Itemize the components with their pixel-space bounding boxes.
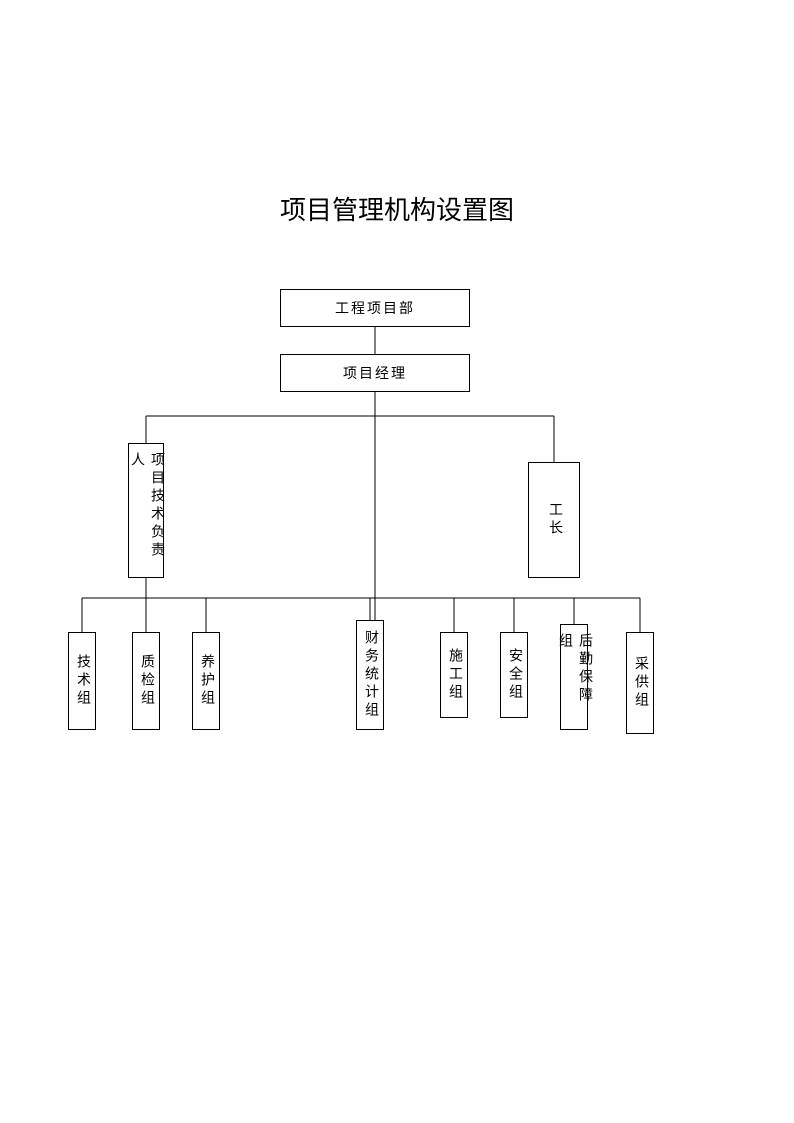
diagram-title: 项目管理机构设置图 [0,190,794,227]
node-foreman-label: 工长 [544,502,564,538]
node-tech-lead: 项目技术负责人 [128,443,164,578]
node-logistics-group: 后勤保障组 [560,624,588,730]
node-procurement-group-label: 采供组 [630,656,650,710]
node-finance-group: 财务统计组 [356,620,384,730]
node-manager-label: 项目经理 [343,363,407,383]
node-qc-group-label: 质检组 [136,654,156,708]
node-foreman: 工长 [528,462,580,578]
node-construction-group-label: 施工组 [444,648,464,702]
node-maintenance-group: 养护组 [192,632,220,730]
node-root: 工程项目部 [280,289,470,327]
connector-lines [0,0,794,1123]
node-qc-group: 质检组 [132,632,160,730]
node-maintenance-group-label: 养护组 [196,654,216,708]
node-finance-group-label: 财务统计组 [360,630,380,720]
node-construction-group: 施工组 [440,632,468,718]
node-safety-group-label: 安全组 [504,648,524,702]
node-logistics-group-label: 后勤保障组 [554,633,594,721]
node-tech-group-label: 技术组 [72,654,92,708]
node-root-label: 工程项目部 [335,298,415,318]
node-tech-group: 技术组 [68,632,96,730]
node-manager: 项目经理 [280,354,470,392]
node-procurement-group: 采供组 [626,632,654,734]
node-tech-lead-label: 项目技术负责人 [126,452,166,569]
node-safety-group: 安全组 [500,632,528,718]
